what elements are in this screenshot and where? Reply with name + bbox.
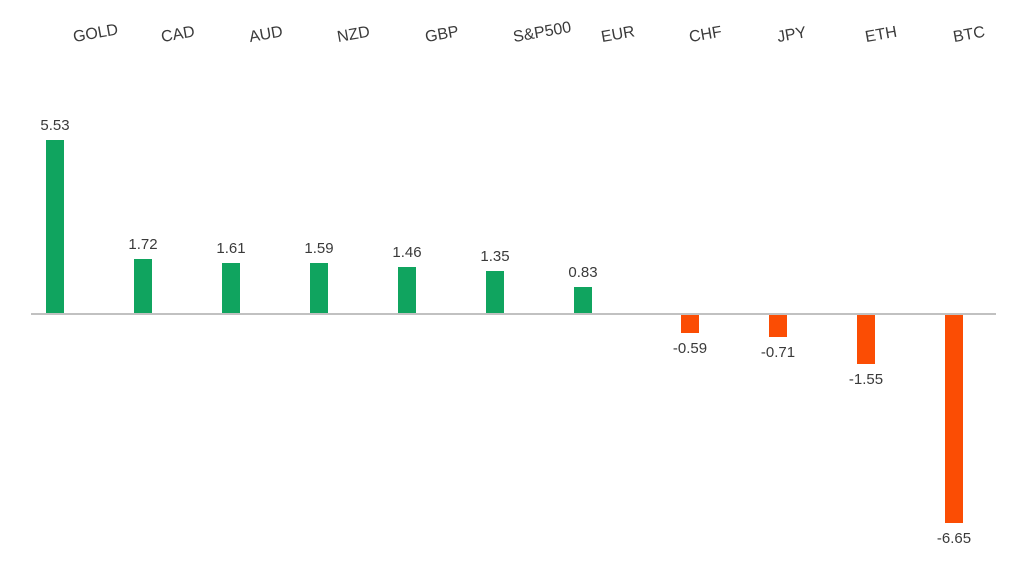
value-label-cad: 1.72 [128,236,158,253]
bar-cad [134,259,152,313]
value-label-nzd: 1.59 [304,240,334,257]
bar-sp500 [486,271,504,313]
category-label-nzd: NZD [335,23,372,47]
category-label-chf: CHF [687,23,724,47]
bar-btc [945,315,963,523]
bar-aud [222,263,240,313]
category-label-btc: BTC [951,23,987,47]
category-label-aud: AUD [247,23,285,47]
category-label-gold: GOLD [71,21,120,47]
bar-eth [857,315,875,364]
value-label-gold: 5.53 [40,117,70,134]
bar-gold [46,140,64,313]
category-label-jpy: JPY [775,24,808,47]
bar-gbp [398,267,416,313]
value-label-chf: -0.59 [672,340,708,357]
category-label-eth: ETH [863,23,899,47]
bar-nzd [310,263,328,313]
value-label-sp500: 1.35 [480,248,510,265]
category-label-sp500: S&P500 [511,19,573,47]
value-label-btc: -6.65 [936,530,972,547]
category-label-cad: CAD [159,23,197,47]
bar-jpy [769,315,787,337]
value-label-jpy: -0.71 [760,344,796,361]
value-label-eth: -1.55 [848,371,884,388]
value-label-gbp: 1.46 [392,244,422,261]
bar-eur [574,287,592,313]
zero-axis-line [31,313,996,315]
category-label-eur: EUR [599,23,637,47]
bar-chf [681,315,699,333]
category-label-gbp: GBP [423,23,461,47]
value-label-aud: 1.61 [216,240,246,257]
value-label-eur: 0.83 [568,264,598,281]
